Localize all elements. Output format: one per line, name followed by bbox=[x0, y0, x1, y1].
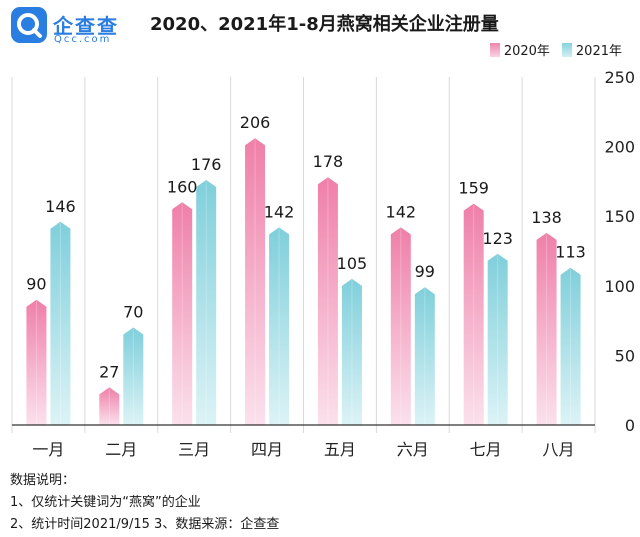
qcc-logo: 企查查 Qcc.com bbox=[10, 6, 128, 46]
notes-heading: 数据说明： bbox=[10, 473, 76, 488]
logo-name-cn: 企查查 bbox=[53, 14, 119, 38]
bar-2020 bbox=[463, 203, 484, 425]
notes-line-1: 1、仅统计关键词为“燕窝”的企业 bbox=[10, 495, 201, 510]
data-label-2021: 70 bbox=[123, 303, 143, 322]
bar-2020 bbox=[99, 387, 120, 425]
bar-2020 bbox=[390, 227, 411, 425]
legend-label-2021: 2021年 bbox=[575, 44, 622, 59]
notes-line-2: 2、统计时间2021/9/15 3、数据来源：企查查 bbox=[10, 517, 280, 532]
bar-2021 bbox=[560, 267, 581, 425]
data-label-2021: 113 bbox=[555, 243, 586, 262]
data-label-2020: 178 bbox=[313, 152, 344, 171]
chart-legend: 2020年 2021年 bbox=[489, 40, 622, 59]
legend-item-2020: 2020年 bbox=[489, 40, 550, 59]
bar-chart: 90 27 160 206 178 142 159 138 146 70 176 142 105 99 12… bbox=[11, 68, 635, 459]
bar-2021 bbox=[341, 278, 362, 425]
data-label-2020: 138 bbox=[531, 208, 562, 227]
legend-label-2020: 2020年 bbox=[503, 44, 550, 59]
bar-2021 bbox=[269, 227, 290, 425]
x-tick-label: 八月 bbox=[543, 440, 575, 459]
data-label-2021: 142 bbox=[264, 202, 295, 221]
legend-item-2021: 2021年 bbox=[561, 40, 622, 59]
x-tick-label: 七月 bbox=[470, 440, 502, 459]
x-tick-label: 二月 bbox=[105, 440, 137, 459]
data-label-2020: 160 bbox=[167, 177, 198, 196]
legend-swatch-2020 bbox=[489, 42, 500, 57]
bar-2021 bbox=[50, 221, 71, 425]
y-tick-label: 250 bbox=[604, 68, 635, 87]
logo-name-en: Qcc.com bbox=[54, 34, 112, 45]
y-tick-label: 200 bbox=[604, 138, 635, 157]
bar-2020 bbox=[26, 299, 47, 425]
bar-2021 bbox=[123, 327, 144, 425]
data-label-2020: 27 bbox=[99, 362, 119, 381]
data-label-2020: 206 bbox=[240, 113, 271, 132]
bar-2021 bbox=[414, 287, 435, 425]
data-label-2020: 90 bbox=[26, 275, 46, 294]
bar-2020 bbox=[536, 232, 557, 425]
bar-2021 bbox=[487, 253, 508, 425]
data-label-2021: 146 bbox=[45, 197, 76, 216]
x-tick-label: 一月 bbox=[32, 440, 64, 459]
bar-2021 bbox=[196, 180, 217, 425]
data-label-2020: 159 bbox=[458, 179, 489, 198]
qcc-logo-icon bbox=[11, 7, 47, 43]
data-label-2020: 142 bbox=[386, 202, 417, 221]
legend-swatch-2021 bbox=[561, 42, 572, 57]
y-tick-label: 50 bbox=[615, 346, 635, 365]
bar-2020 bbox=[245, 138, 266, 426]
x-tick-label: 四月 bbox=[251, 440, 283, 459]
data-notes: 数据说明： 1、仅统计关键词为“燕窝”的企业 2、统计时间2021/9/15 3… bbox=[10, 470, 279, 536]
chart-title: 2020、2021年1-8月燕窝相关企业注册量 bbox=[150, 14, 499, 35]
bar-2020 bbox=[172, 202, 193, 425]
data-label-2021: 123 bbox=[482, 229, 513, 248]
data-label-2021: 176 bbox=[191, 155, 222, 174]
y-tick-label: 0 bbox=[625, 416, 635, 435]
x-tick-label: 三月 bbox=[178, 440, 210, 459]
x-tick-label: 六月 bbox=[397, 440, 429, 459]
y-tick-label: 100 bbox=[604, 277, 635, 296]
x-tick-label: 五月 bbox=[324, 440, 356, 459]
y-tick-label: 150 bbox=[604, 207, 635, 226]
data-label-2021: 99 bbox=[415, 262, 435, 281]
bar-2020 bbox=[317, 177, 338, 425]
data-label-2021: 105 bbox=[337, 254, 368, 273]
